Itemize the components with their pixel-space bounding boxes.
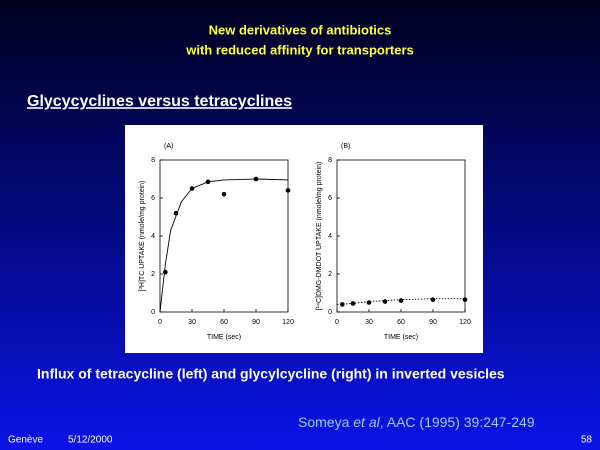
x-tick-label: 60 bbox=[397, 319, 405, 326]
panel-label: (B) bbox=[341, 143, 350, 150]
x-tick-label: 90 bbox=[252, 319, 260, 326]
y-tick-label: 8 bbox=[328, 157, 332, 164]
citation: Someya et al, AAC (1995) 39:247-249 bbox=[298, 414, 535, 430]
fit-curve bbox=[336, 298, 465, 305]
y-axis-label: [³H]TC UPTAKE (nmole/mg protein) bbox=[139, 181, 146, 292]
x-axis-label: TIME (sec) bbox=[207, 334, 241, 341]
data-point bbox=[430, 297, 436, 302]
y-tick-label: 0 bbox=[151, 309, 155, 316]
y-tick-label: 4 bbox=[151, 233, 155, 240]
slide-title: New derivatives of antibiotics bbox=[209, 22, 392, 37]
x-tick-label: 0 bbox=[158, 319, 162, 326]
slide-title: with reduced affinity for transporters bbox=[185, 42, 414, 57]
data-point bbox=[340, 302, 345, 307]
heading: Glycycyclines versus tetracyclines bbox=[27, 93, 292, 110]
data-point bbox=[462, 297, 468, 302]
data-point bbox=[382, 299, 388, 304]
y-tick-label: 2 bbox=[328, 271, 332, 278]
data-point bbox=[285, 188, 291, 193]
citation-text: , AAC (1995) 39:247-249 bbox=[380, 414, 535, 430]
x-tick-label: 120 bbox=[459, 319, 471, 326]
data-point bbox=[398, 298, 404, 303]
y-axis-label: [¹⁴C]DMG-DMDOT UPTAKE (nmole/mg protein) bbox=[316, 162, 323, 311]
panel-label: (A) bbox=[164, 143, 173, 150]
x-tick-label: 90 bbox=[429, 319, 437, 326]
footer-place: Genève bbox=[8, 435, 43, 446]
x-tick-label: 60 bbox=[220, 319, 228, 326]
x-tick-label: 120 bbox=[282, 319, 294, 326]
y-tick-label: 0 bbox=[328, 309, 332, 316]
fit-curve bbox=[159, 178, 289, 313]
footer-page: 58 bbox=[581, 435, 593, 446]
x-tick-label: 30 bbox=[188, 319, 196, 326]
data-point bbox=[366, 300, 372, 305]
x-axis-label: TIME (sec) bbox=[384, 334, 418, 341]
data-point bbox=[163, 269, 168, 275]
citation-text: Someya bbox=[298, 414, 353, 430]
y-tick-label: 8 bbox=[151, 157, 155, 164]
y-tick-label: 6 bbox=[151, 195, 155, 202]
y-tick-label: 6 bbox=[328, 195, 332, 202]
citation-text: et al bbox=[353, 414, 380, 430]
figure-panel bbox=[125, 125, 483, 353]
data-point bbox=[221, 191, 227, 197]
x-tick-label: 30 bbox=[365, 319, 373, 326]
x-tick-label: 0 bbox=[335, 319, 339, 326]
y-tick-label: 2 bbox=[151, 271, 155, 278]
y-tick-label: 4 bbox=[328, 233, 332, 240]
footer-date: 5/12/2000 bbox=[68, 435, 113, 446]
caption: Influx of tetracycline (left) and glycyl… bbox=[37, 366, 505, 382]
